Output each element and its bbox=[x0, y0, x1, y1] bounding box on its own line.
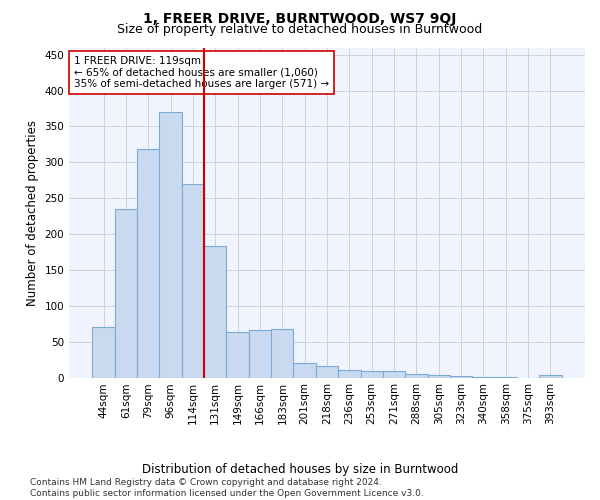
Bar bbox=[472, 377, 494, 378]
Bar bbox=[338, 370, 361, 378]
Bar bbox=[249, 330, 271, 378]
Text: Size of property relative to detached houses in Burntwood: Size of property relative to detached ho… bbox=[118, 22, 482, 36]
Y-axis label: Number of detached properties: Number of detached properties bbox=[26, 120, 39, 306]
Text: 1, FREER DRIVE, BURNTWOOD, WS7 9QJ: 1, FREER DRIVE, BURNTWOOD, WS7 9QJ bbox=[143, 12, 457, 26]
Bar bbox=[428, 374, 450, 378]
Bar bbox=[92, 328, 115, 378]
Bar bbox=[115, 209, 137, 378]
Bar bbox=[271, 328, 293, 378]
Text: 1 FREER DRIVE: 119sqm
← 65% of detached houses are smaller (1,060)
35% of semi-d: 1 FREER DRIVE: 119sqm ← 65% of detached … bbox=[74, 56, 329, 89]
Bar bbox=[137, 150, 160, 378]
Bar bbox=[450, 376, 472, 378]
Bar bbox=[204, 246, 226, 378]
Bar bbox=[316, 366, 338, 378]
Bar bbox=[182, 184, 204, 378]
Text: Contains HM Land Registry data © Crown copyright and database right 2024.
Contai: Contains HM Land Registry data © Crown c… bbox=[30, 478, 424, 498]
Bar bbox=[361, 371, 383, 378]
Bar bbox=[383, 371, 405, 378]
Bar bbox=[226, 332, 249, 378]
Text: Distribution of detached houses by size in Burntwood: Distribution of detached houses by size … bbox=[142, 462, 458, 475]
Bar bbox=[539, 376, 562, 378]
Bar bbox=[293, 363, 316, 378]
Bar bbox=[160, 112, 182, 378]
Bar bbox=[405, 374, 428, 378]
Bar bbox=[494, 377, 517, 378]
